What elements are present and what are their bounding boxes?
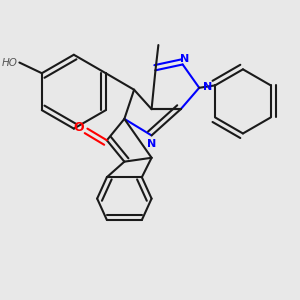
Text: N: N xyxy=(203,82,213,92)
Text: N: N xyxy=(179,54,189,64)
Text: HO: HO xyxy=(2,58,18,68)
Text: N: N xyxy=(147,139,156,149)
Text: O: O xyxy=(74,121,84,134)
